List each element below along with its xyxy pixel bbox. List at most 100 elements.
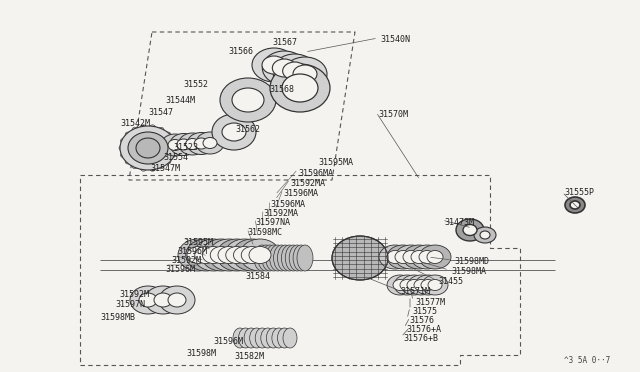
Ellipse shape	[188, 132, 215, 154]
Text: 31575: 31575	[412, 307, 437, 316]
Ellipse shape	[222, 123, 246, 141]
Ellipse shape	[234, 247, 255, 263]
Ellipse shape	[217, 239, 257, 271]
Ellipse shape	[202, 247, 225, 263]
Ellipse shape	[145, 286, 181, 314]
Ellipse shape	[379, 245, 411, 269]
Ellipse shape	[154, 293, 172, 307]
Ellipse shape	[186, 138, 200, 150]
Text: 31523: 31523	[173, 143, 198, 152]
Ellipse shape	[393, 279, 407, 291]
Ellipse shape	[427, 250, 443, 263]
Ellipse shape	[262, 51, 307, 85]
Ellipse shape	[125, 159, 131, 164]
Text: 31598M: 31598M	[186, 349, 216, 358]
Text: 31570M: 31570M	[378, 110, 408, 119]
Ellipse shape	[232, 239, 272, 271]
Ellipse shape	[161, 134, 189, 156]
Ellipse shape	[293, 65, 317, 83]
Ellipse shape	[266, 245, 282, 271]
Ellipse shape	[170, 134, 198, 155]
Text: 31596MA: 31596MA	[283, 189, 318, 198]
Ellipse shape	[387, 245, 419, 269]
Ellipse shape	[283, 57, 327, 91]
Ellipse shape	[195, 247, 217, 263]
Ellipse shape	[400, 279, 414, 291]
Ellipse shape	[244, 328, 258, 348]
Ellipse shape	[171, 145, 177, 151]
Ellipse shape	[266, 328, 280, 348]
Ellipse shape	[168, 293, 186, 307]
Text: 31562: 31562	[235, 125, 260, 134]
Ellipse shape	[158, 127, 164, 132]
Ellipse shape	[125, 132, 131, 137]
Ellipse shape	[150, 125, 156, 130]
Ellipse shape	[273, 59, 296, 77]
Ellipse shape	[120, 153, 127, 158]
Ellipse shape	[170, 153, 175, 158]
Ellipse shape	[226, 247, 248, 263]
Text: 31598MB: 31598MB	[100, 313, 135, 322]
Text: 31576+B: 31576+B	[403, 334, 438, 343]
Ellipse shape	[283, 62, 307, 80]
Text: 31547M: 31547M	[150, 164, 180, 173]
Ellipse shape	[403, 250, 419, 263]
Ellipse shape	[158, 164, 164, 169]
Ellipse shape	[170, 138, 175, 143]
Ellipse shape	[463, 224, 477, 235]
Text: 31555P: 31555P	[564, 188, 594, 197]
Text: 31597N: 31597N	[115, 300, 145, 309]
Ellipse shape	[179, 133, 207, 155]
Ellipse shape	[407, 279, 421, 291]
Text: 31598MC: 31598MC	[247, 228, 282, 237]
Ellipse shape	[211, 247, 232, 263]
Text: 31592M: 31592M	[119, 290, 149, 299]
Ellipse shape	[120, 138, 127, 143]
Text: 31596MA: 31596MA	[270, 200, 305, 209]
Ellipse shape	[165, 132, 171, 137]
Ellipse shape	[220, 78, 276, 122]
Text: 31552: 31552	[183, 80, 208, 89]
Text: 31554: 31554	[163, 153, 188, 162]
Text: 31598MD: 31598MD	[454, 257, 489, 266]
Ellipse shape	[132, 127, 138, 132]
Ellipse shape	[273, 245, 289, 271]
Ellipse shape	[132, 164, 138, 169]
Ellipse shape	[262, 56, 286, 74]
Ellipse shape	[233, 328, 247, 348]
Text: 31596MA: 31596MA	[298, 169, 333, 178]
Text: 31596M: 31596M	[213, 337, 243, 346]
Text: 31582M: 31582M	[234, 352, 264, 361]
Ellipse shape	[428, 279, 442, 291]
Ellipse shape	[278, 245, 294, 271]
Ellipse shape	[255, 328, 269, 348]
Ellipse shape	[270, 64, 330, 112]
Ellipse shape	[165, 159, 171, 164]
Ellipse shape	[168, 140, 182, 151]
Ellipse shape	[141, 166, 147, 171]
Text: 31596M: 31596M	[177, 247, 207, 256]
Ellipse shape	[119, 145, 125, 151]
Ellipse shape	[128, 132, 168, 164]
Ellipse shape	[408, 275, 434, 295]
Text: 31597NA: 31597NA	[255, 218, 290, 227]
Ellipse shape	[254, 245, 270, 271]
Text: 31542M: 31542M	[120, 119, 150, 128]
Text: 31596M: 31596M	[165, 265, 195, 274]
Ellipse shape	[401, 275, 427, 295]
Text: 31584: 31584	[245, 272, 270, 281]
Ellipse shape	[250, 328, 264, 348]
Ellipse shape	[252, 48, 296, 82]
Ellipse shape	[415, 275, 441, 295]
Ellipse shape	[249, 247, 271, 263]
Ellipse shape	[395, 245, 427, 269]
Text: 31547: 31547	[148, 108, 173, 117]
Ellipse shape	[411, 250, 427, 263]
Ellipse shape	[289, 245, 305, 271]
Ellipse shape	[293, 245, 309, 271]
Ellipse shape	[282, 74, 318, 102]
Text: 31592M: 31592M	[171, 256, 201, 265]
Text: 31571M: 31571M	[400, 287, 430, 296]
Ellipse shape	[272, 328, 286, 348]
Ellipse shape	[411, 245, 443, 269]
